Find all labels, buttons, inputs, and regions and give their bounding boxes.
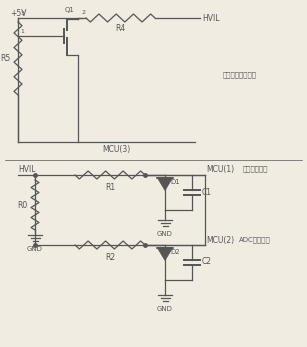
Text: R0: R0 [17, 201, 27, 210]
Text: 3: 3 [21, 11, 25, 16]
Text: 2: 2 [82, 10, 86, 15]
Text: D2: D2 [170, 248, 180, 254]
Text: HVIL: HVIL [202, 14, 220, 23]
Polygon shape [157, 247, 173, 261]
Text: 诊断电路开关驱动: 诊断电路开关驱动 [223, 72, 257, 78]
Text: 1: 1 [20, 29, 24, 34]
Text: R1: R1 [105, 183, 115, 192]
Text: HVIL: HVIL [18, 164, 36, 174]
Text: 低平发送电路: 低平发送电路 [242, 166, 268, 172]
Text: Q1: Q1 [65, 7, 75, 13]
Text: R5: R5 [0, 54, 10, 63]
Text: GND: GND [27, 246, 43, 252]
Text: GND: GND [157, 231, 173, 237]
Text: R2: R2 [105, 253, 115, 262]
Text: ADC采集电路: ADC采集电路 [239, 237, 271, 243]
Text: MCU(2): MCU(2) [206, 236, 234, 245]
Text: R4: R4 [115, 24, 126, 33]
Text: D1: D1 [170, 178, 180, 185]
Text: C2: C2 [202, 257, 212, 266]
Text: MCU(3): MCU(3) [102, 144, 130, 153]
Text: +5V: +5V [10, 8, 26, 17]
Polygon shape [157, 178, 173, 191]
Text: MCU(1): MCU(1) [206, 164, 234, 174]
Text: GND: GND [157, 306, 173, 312]
Text: C1: C1 [202, 187, 212, 196]
